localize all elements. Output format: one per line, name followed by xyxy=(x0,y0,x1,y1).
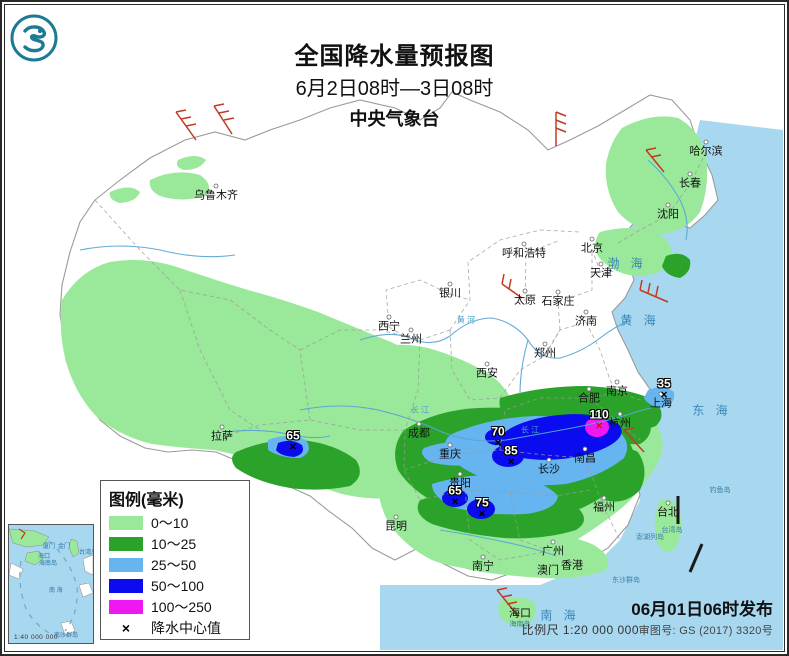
geo-label: 台湾岛 xyxy=(661,527,683,534)
city-label: 合肥 xyxy=(578,392,600,405)
city-label: 重庆 xyxy=(439,448,461,461)
legend-range-label: 50～100 xyxy=(151,578,204,594)
geo-label: 东 海 xyxy=(692,403,732,418)
city-label: 海口 xyxy=(509,607,531,620)
city-label: 长春 xyxy=(679,177,701,190)
inset-label: 厦门 xyxy=(43,544,56,550)
legend-color-swatch xyxy=(109,558,143,572)
geo-label: 黄 海 xyxy=(620,313,660,328)
city-label: 香港 xyxy=(561,559,583,572)
precipitation-center-icon: × xyxy=(121,620,131,636)
city-label: 郑州 xyxy=(534,347,556,360)
city-label: 台北 xyxy=(657,506,679,519)
city-label: 哈尔滨 xyxy=(689,145,723,158)
legend-range-label: 0～10 xyxy=(151,515,189,531)
city-label: 兰州 xyxy=(400,333,422,346)
geo-label: 海南岛 xyxy=(509,621,531,628)
legend-range-label: 100～250 xyxy=(151,599,212,615)
issuing-organization: 中央气象台 xyxy=(349,109,440,129)
legend-title: 图例(毫米) xyxy=(109,492,184,509)
legend-center-marker-label: 降水中心值 xyxy=(151,620,221,636)
inset-label: 金门 xyxy=(58,544,71,550)
legend-entries: 0～10 10～25 25～50 50～100 100～250 xyxy=(107,513,243,617)
city-label: 南昌 xyxy=(574,452,596,465)
page-title: 全国降水量预报图 xyxy=(294,43,495,70)
city-label: 成都 xyxy=(408,427,430,440)
approval-number-text: 审图号: GS (2017) 3320号 xyxy=(638,625,773,637)
geo-label: 黄 河 xyxy=(456,315,476,325)
legend-color-swatch xyxy=(109,537,143,551)
legend-row: 10～25 xyxy=(109,534,243,554)
city-label: 北京 xyxy=(581,242,603,255)
legend-range-label: 25～50 xyxy=(151,557,197,573)
inset-label: 海口 xyxy=(38,554,51,560)
city-label: 呼和浩特 xyxy=(502,247,546,260)
geo-label: 东沙群岛 xyxy=(612,577,640,584)
legend-color-swatch xyxy=(109,600,143,614)
geo-label: 南 海 xyxy=(540,608,580,623)
cma-logo-icon xyxy=(8,12,60,64)
inset-label: 南 海 xyxy=(49,588,63,594)
legend-center-marker-row: × 降水中心值 xyxy=(109,618,243,638)
city-label: 上海 xyxy=(650,397,672,410)
city-label: 西安 xyxy=(476,367,498,380)
inset-label: 海南岛 xyxy=(39,561,58,567)
forecast-period: 6月2日08时—3日08时 xyxy=(295,78,494,100)
city-label: 乌鲁木齐 xyxy=(194,189,238,202)
inset-label: 台湾岛 xyxy=(79,550,93,556)
city-label: 昆明 xyxy=(385,520,407,533)
geo-label: 钓鱼岛 xyxy=(709,487,731,494)
city-label: 济南 xyxy=(575,315,597,328)
geo-label: 长 江 xyxy=(520,425,540,435)
city-label: 银川 xyxy=(439,287,461,300)
geo-label: 渤 海 xyxy=(607,256,647,271)
city-label: 福州 xyxy=(593,501,615,514)
release-time-text: 06月01日06时发布 xyxy=(631,600,773,619)
city-label: 拉萨 xyxy=(211,430,233,443)
inset-label: 南沙群岛 xyxy=(54,633,79,639)
city-label: 天津 xyxy=(590,267,612,280)
legend-range-label: 10～25 xyxy=(151,536,197,552)
legend-color-swatch xyxy=(109,579,143,593)
city-label: 广州 xyxy=(542,545,564,558)
city-label: 太原 xyxy=(514,294,536,307)
map-scale-text: 比例尺 1:20 000 000 xyxy=(521,623,639,637)
city-label: 沈阳 xyxy=(657,208,679,221)
city-label: 杭州 xyxy=(609,417,631,430)
legend-row: 100～250 xyxy=(109,597,243,617)
city-label: 长沙 xyxy=(538,463,560,476)
legend-row: 0～10 xyxy=(109,513,243,533)
geo-label: 澎湖列岛 xyxy=(636,534,664,541)
legend-row: 25～50 xyxy=(109,555,243,575)
geo-label: 长 江 xyxy=(410,405,430,415)
city-label: 石家庄 xyxy=(541,295,575,308)
city-label: 西宁 xyxy=(378,320,400,333)
legend-row: 50～100 xyxy=(109,576,243,596)
inset-scale-text: 1:40 000 000 xyxy=(14,634,58,641)
legend-color-swatch xyxy=(109,516,143,530)
city-label: 澳门 xyxy=(537,564,559,577)
city-label: 贵阳 xyxy=(449,477,471,490)
city-label: 南宁 xyxy=(472,560,494,573)
legend-box: 图例(毫米) 0～10 10～25 25～50 50～100 100～250 × 降水中… xyxy=(100,480,250,640)
city-label: 南京 xyxy=(606,385,628,398)
